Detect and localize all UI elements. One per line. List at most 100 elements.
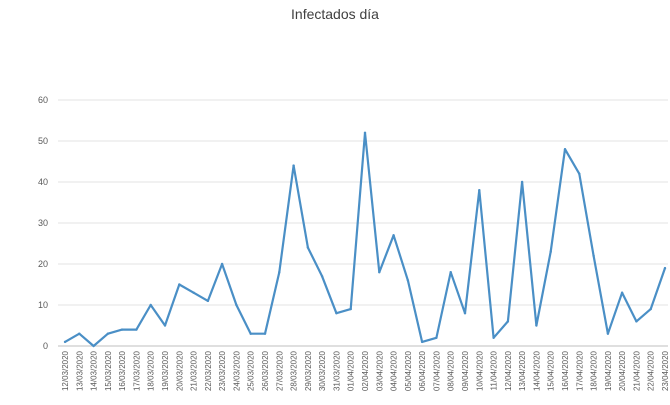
- series-infectados: [63, 131, 667, 348]
- x-tick-label: 16/03/2020: [118, 350, 127, 391]
- data-point: [292, 164, 295, 167]
- x-tick-label: 30/03/2020: [318, 350, 327, 391]
- data-point: [520, 180, 524, 184]
- x-tick-label: 06/04/2020: [418, 350, 427, 391]
- data-point: [135, 328, 138, 331]
- x-tick-label: 24/03/2020: [232, 350, 241, 391]
- data-point: [378, 271, 381, 274]
- x-tick-label: 26/03/2020: [261, 350, 270, 391]
- data-point: [506, 320, 510, 323]
- x-tick-label: 21/04/2020: [632, 350, 641, 391]
- y-tick-label: 20: [38, 259, 48, 269]
- x-tick-label: 15/03/2020: [104, 350, 113, 391]
- y-tick-label: 30: [38, 218, 48, 228]
- data-point: [320, 275, 324, 278]
- data-point: [278, 271, 281, 274]
- data-point: [606, 332, 610, 335]
- x-tick-label: 04/04/2020: [390, 350, 399, 391]
- y-tick-label: 10: [38, 300, 48, 310]
- x-tick-label: 10/04/2020: [475, 350, 484, 391]
- x-tick-label: 25/03/2020: [247, 350, 256, 391]
- x-tick-label: 23/03/2020: [218, 350, 227, 391]
- x-tick-label: 29/03/2020: [304, 350, 313, 391]
- data-point: [406, 279, 410, 282]
- data-point: [563, 148, 567, 151]
- data-point: [663, 266, 667, 270]
- data-point: [492, 336, 495, 339]
- data-point: [78, 332, 81, 335]
- data-point: [535, 324, 538, 327]
- x-tick-label: 15/04/2020: [547, 350, 556, 391]
- x-tick-label: 05/04/2020: [404, 350, 413, 391]
- chart-title: Infectados día: [291, 6, 379, 22]
- x-tick-label: 03/04/2020: [375, 350, 384, 391]
- data-point: [592, 254, 595, 257]
- y-tick-label: 50: [38, 136, 48, 146]
- data-point: [463, 312, 467, 315]
- x-tick-label: 14/03/2020: [90, 350, 99, 391]
- data-point: [163, 324, 167, 327]
- x-tick-label: 02/04/2020: [361, 350, 370, 391]
- x-tick-label: 12/03/2020: [61, 350, 70, 391]
- x-tick-label: 28/03/2020: [290, 350, 299, 391]
- x-axis-ticks: 12/03/2020 13/03/2020 14/03/2020 15/03/2020…: [61, 350, 670, 391]
- x-tick-label: 14/04/2020: [532, 350, 541, 391]
- data-point: [249, 332, 252, 335]
- data-point: [578, 172, 581, 175]
- x-tick-label: 18/04/2020: [590, 350, 599, 391]
- x-tick-label: 27/03/2020: [275, 350, 284, 391]
- data-point: [478, 189, 481, 192]
- y-tick-label: 60: [38, 95, 48, 105]
- data-point: [92, 344, 95, 348]
- x-tick-label: 13/04/2020: [518, 350, 527, 391]
- x-tick-label: 20/04/2020: [618, 350, 627, 391]
- data-point: [263, 332, 267, 335]
- x-tick-label: 13/03/2020: [75, 350, 84, 391]
- data-point: [220, 262, 224, 266]
- data-point: [363, 131, 367, 134]
- data-point: [449, 271, 452, 274]
- data-point: [306, 246, 310, 249]
- data-point: [420, 340, 424, 344]
- data-point: [649, 307, 652, 311]
- data-point: [549, 250, 552, 253]
- x-tick-label: 01/04/2020: [347, 350, 356, 391]
- y-tick-label: 40: [38, 177, 48, 187]
- data-point: [620, 291, 624, 294]
- data-point: [435, 336, 438, 339]
- x-tick-label: 23/04/2020: [661, 350, 670, 391]
- data-point: [635, 320, 638, 323]
- data-point: [235, 303, 238, 307]
- x-tick-label: 19/04/2020: [604, 350, 613, 391]
- x-tick-label: 11/04/2020: [490, 350, 499, 390]
- x-tick-label: 19/03/2020: [161, 350, 170, 391]
- data-point: [178, 283, 181, 286]
- x-tick-label: 22/04/2020: [647, 350, 656, 391]
- x-tick-label: 22/03/2020: [204, 350, 213, 391]
- gridlines: [58, 99, 668, 347]
- series-line: [64, 131, 667, 348]
- data-point: [192, 291, 195, 294]
- x-tick-label: 12/04/2020: [504, 350, 513, 391]
- data-point: [106, 332, 110, 335]
- data-point: [349, 307, 352, 311]
- y-tick-label: 0: [43, 341, 48, 351]
- y-axis-ticks: 0 10 20 30 40 50 60: [38, 95, 48, 351]
- data-point: [120, 328, 124, 331]
- x-tick-label: 31/03/2020: [332, 350, 341, 391]
- x-tick-label: 21/03/2020: [190, 350, 199, 391]
- x-tick-label: 17/04/2020: [575, 350, 584, 391]
- x-tick-label: 09/04/2020: [461, 350, 470, 391]
- data-point: [149, 303, 152, 307]
- x-tick-label: 08/04/2020: [447, 350, 456, 391]
- data-point: [206, 299, 210, 303]
- x-tick-label: 20/03/2020: [175, 350, 184, 391]
- data-point: [335, 312, 338, 315]
- data-point: [392, 234, 395, 237]
- x-tick-label: 18/03/2020: [147, 350, 156, 391]
- x-tick-label: 17/03/2020: [132, 350, 141, 391]
- x-tick-label: 16/04/2020: [561, 350, 570, 391]
- x-tick-label: 07/04/2020: [432, 350, 441, 391]
- data-point: [63, 340, 67, 344]
